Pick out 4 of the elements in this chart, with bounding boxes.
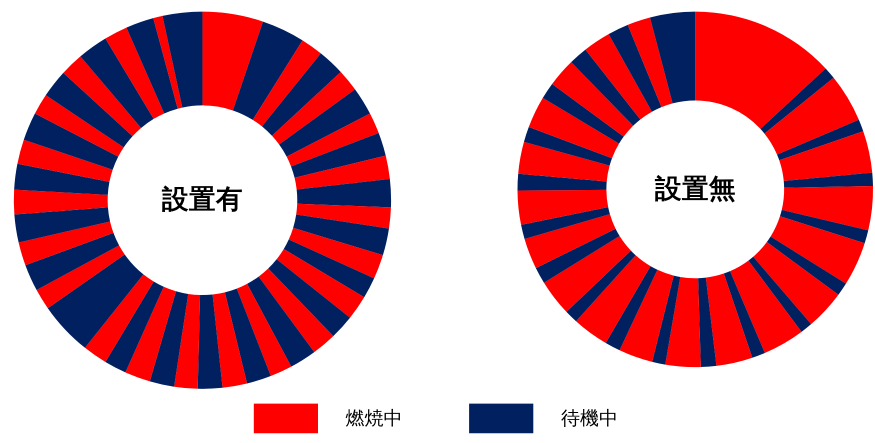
text: 設置有 <box>160 184 243 216</box>
text: 設置無 <box>654 173 736 204</box>
category-label: 燃焼中 <box>346 408 403 430</box>
category-label: 待機中 <box>560 408 618 430</box>
